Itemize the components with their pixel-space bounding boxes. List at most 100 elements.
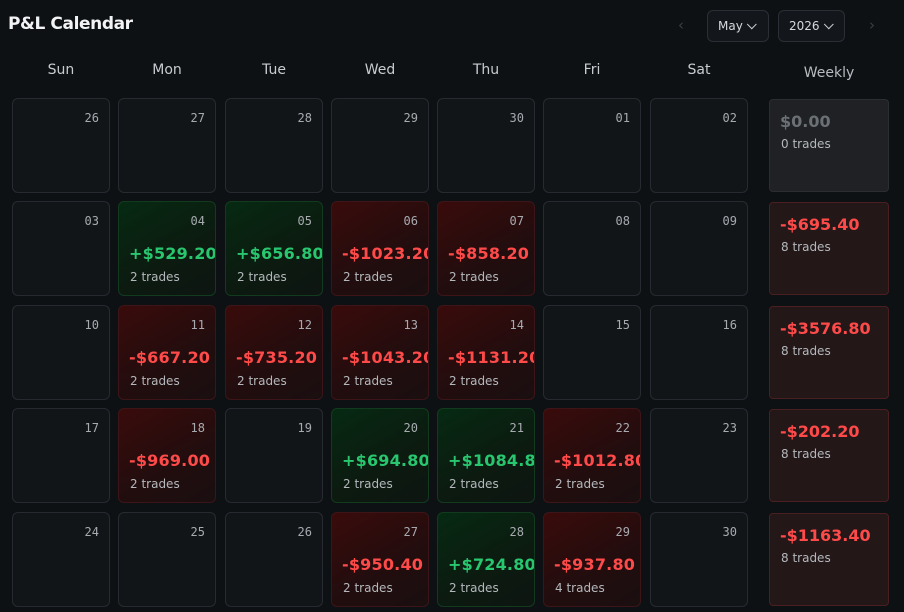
day-cell[interactable]: 05 +$656.80 2 trades [225,201,323,296]
day-trade-count: 2 trades [237,270,287,284]
weekday-5: Fri [583,62,601,78]
day-cell[interactable]: 30 [437,98,535,193]
day-number: 16 [722,318,737,332]
day-cell[interactable]: 14 -$1131.20 2 trades [437,305,535,400]
prev-month-icon[interactable]: ‹ [678,16,684,34]
day-cell[interactable]: 29 [331,98,429,193]
day-number: 29 [403,111,418,125]
weekly-trade-count: 8 trades [781,447,831,461]
day-cell[interactable]: 27 -$950.40 2 trades [331,512,429,607]
weekday-6: Sat [687,62,711,78]
day-cell[interactable]: 11 -$667.20 2 trades [118,305,216,400]
day-cell[interactable]: 22 -$1012.80 2 trades [543,408,641,503]
year-select-value: 2026 [789,19,820,33]
weekday-4: Thu [472,62,500,78]
weekly-summary-card[interactable]: $0.00 0 trades [769,99,889,192]
day-cell[interactable]: 03 [12,201,110,296]
day-cell[interactable]: 01 [543,98,641,193]
day-number: 23 [722,421,737,435]
day-cell[interactable]: 15 [543,305,641,400]
day-cell[interactable]: 28 [225,98,323,193]
weekly-summary-card[interactable]: -$695.40 8 trades [769,202,889,295]
day-trade-count: 2 trades [343,477,393,491]
page-title: P&L Calendar [8,14,133,34]
day-number: 30 [722,525,737,539]
day-number: 28 [297,111,312,125]
day-cell[interactable]: 23 [650,408,748,503]
day-number: 18 [190,421,205,435]
day-trade-count: 2 trades [130,270,180,284]
day-pnl-value: -$1043.20 [342,348,429,367]
weekly-trade-count: 0 trades [781,137,831,151]
weekly-column-header: Weekly [803,65,855,81]
day-cell[interactable]: 30 [650,512,748,607]
day-cell[interactable]: 13 -$1043.20 2 trades [331,305,429,400]
weekday-1: Mon [152,62,182,78]
day-number: 19 [297,421,312,435]
day-trade-count: 2 trades [343,581,393,595]
day-number: 25 [190,525,205,539]
day-cell[interactable]: 26 [225,512,323,607]
day-pnl-value: +$1084.80 [448,451,535,470]
day-pnl-value: +$724.80 [448,555,535,574]
day-cell[interactable]: 06 -$1023.20 2 trades [331,201,429,296]
day-cell[interactable]: 10 [12,305,110,400]
day-cell[interactable]: 02 [650,98,748,193]
day-pnl-value: +$529.20 [129,244,216,263]
year-select[interactable]: 2026 [778,10,845,42]
day-cell[interactable]: 20 +$694.80 2 trades [331,408,429,503]
weekly-pnl-value: -$1163.40 [780,526,871,545]
day-cell[interactable]: 12 -$735.20 2 trades [225,305,323,400]
weekday-0: Sun [47,62,75,78]
day-cell[interactable]: 18 -$969.00 2 trades [118,408,216,503]
day-number: 30 [509,111,524,125]
day-cell[interactable]: 19 [225,408,323,503]
day-cell[interactable]: 29 -$937.80 4 trades [543,512,641,607]
day-trade-count: 2 trades [343,374,393,388]
day-trade-count: 2 trades [343,270,393,284]
weekly-pnl-value: $0.00 [780,112,831,131]
day-cell[interactable]: 27 [118,98,216,193]
day-cell[interactable]: 07 -$858.20 2 trades [437,201,535,296]
day-cell[interactable]: 21 +$1084.80 2 trades [437,408,535,503]
day-cell[interactable]: 17 [12,408,110,503]
day-trade-count: 2 trades [449,374,499,388]
day-cell[interactable]: 24 [12,512,110,607]
day-number: 24 [84,525,99,539]
day-trade-count: 2 trades [555,477,605,491]
day-number: 13 [403,318,418,332]
weekly-summary-card[interactable]: -$3576.80 8 trades [769,306,889,399]
day-cell[interactable]: 09 [650,201,748,296]
day-cell[interactable]: 08 [543,201,641,296]
day-number: 12 [297,318,312,332]
day-number: 03 [84,214,99,228]
day-number: 26 [297,525,312,539]
day-number: 09 [722,214,737,228]
day-number: 27 [403,525,418,539]
chevron-down-icon [746,18,757,29]
day-trade-count: 4 trades [555,581,605,595]
weekly-summary-card[interactable]: -$1163.40 8 trades [769,513,889,606]
day-cell[interactable]: 04 +$529.20 2 trades [118,201,216,296]
day-pnl-value: -$1131.20 [448,348,535,367]
day-number: 08 [615,214,630,228]
day-cell[interactable]: 16 [650,305,748,400]
weekly-summary-card[interactable]: -$202.20 8 trades [769,409,889,502]
day-number: 04 [190,214,205,228]
day-number: 17 [84,421,99,435]
day-number: 22 [615,421,630,435]
day-number: 01 [615,111,630,125]
day-cell[interactable]: 26 [12,98,110,193]
day-cell[interactable]: 28 +$724.80 2 trades [437,512,535,607]
day-pnl-value: -$667.20 [129,348,211,367]
month-select-value: May [718,19,743,33]
day-number: 20 [403,421,418,435]
month-select[interactable]: May [707,10,769,42]
day-number: 07 [509,214,524,228]
day-number: 14 [509,318,524,332]
day-cell[interactable]: 25 [118,512,216,607]
weekly-pnl-value: -$202.20 [780,422,860,441]
day-number: 27 [190,111,205,125]
next-month-icon[interactable]: › [869,16,875,34]
day-number: 29 [615,525,630,539]
